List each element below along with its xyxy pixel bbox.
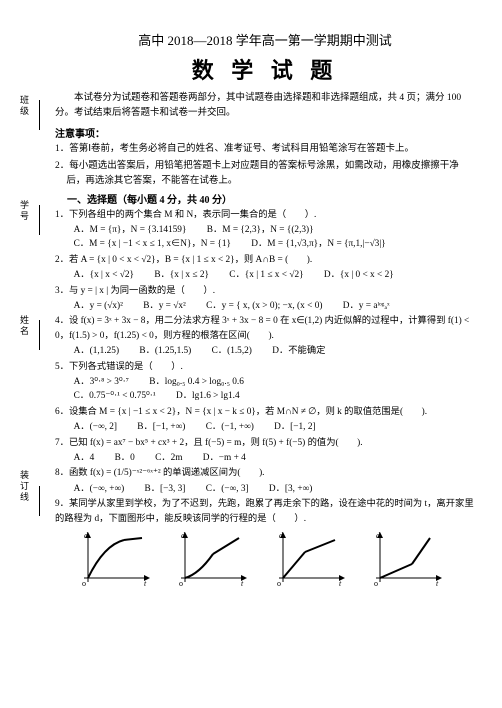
- side-class-label: 班级: [18, 95, 31, 117]
- svg-text:o: o: [374, 579, 378, 588]
- q7a: A．4: [74, 451, 95, 465]
- q8d: D．[3, +∞): [269, 482, 312, 496]
- notice-2: 2．每小题选出答案后，用铅笔把答题卡上对应题目的答案标号涂黑，如需改动，用橡皮擦…: [55, 159, 475, 188]
- q1d: D．M = {1,√3,π}，N = {π,1,|−√3|}: [251, 237, 385, 251]
- q1: 1．下列各组中的两个集合 M 和 N，表示同一集合的是（ ）.: [55, 208, 475, 222]
- side-class-line: [39, 100, 41, 130]
- q4: 4．设 f(x) = 3ˣ + 3x − 8，用二分法求方程 3ˣ + 3x −…: [55, 314, 475, 343]
- q2c: C．{x | 1 ≤ x < √2}: [229, 268, 303, 282]
- notice-heading: 注意事项：: [55, 125, 475, 140]
- q5c: C．0.75⁻⁰·¹ < 0.75⁰·¹: [74, 389, 156, 403]
- q7c: C．2m: [155, 451, 182, 465]
- graph-a: d t o: [74, 530, 154, 590]
- side-class: 班级: [18, 95, 48, 132]
- svg-text:o: o: [179, 579, 183, 588]
- svg-text:o: o: [82, 579, 86, 588]
- graph-c: d t o: [269, 530, 349, 590]
- q5a: A．3⁰·⁸ > 3⁰·⁷: [74, 375, 129, 389]
- q4b: B．(1.25,1.5): [139, 344, 191, 358]
- q8b: B．[−3, 3]: [145, 482, 186, 496]
- side-id-line: [39, 205, 41, 235]
- q8-opts: A．(−∞, +∞) B．[−3, 3] C．(−∞, 3] D．[3, +∞): [55, 482, 475, 496]
- graph-d: d t o: [366, 530, 446, 590]
- q6a: A．(−∞, 2]: [74, 420, 117, 434]
- q1a: A．M = {π}，N = {3.14159}: [74, 223, 187, 237]
- q7: 7．已知 f(x) = ax⁷ − bx⁵ + cx³ + 2，且 f(−5) …: [55, 436, 475, 450]
- section-a-title: 一、选择题（每小题 4 分，共 40 分）: [55, 191, 475, 206]
- q3c: C．y = { x, (x > 0); −x, (x < 0): [206, 299, 322, 313]
- svg-text:t: t: [144, 579, 147, 588]
- q6-opts: A．(−∞, 2] B．[−1, +∞) C．(−1, +∞) D．[−1, 2…: [55, 420, 475, 434]
- side-binding-label: 装订线: [18, 470, 31, 503]
- q3: 3．与 y = | x | 为同一函数的是（ ）.: [55, 284, 475, 298]
- q2-opts: A．{x | x < √2} B．{x | x ≤ 2} C．{x | 1 ≤ …: [55, 268, 475, 282]
- q4d: D．不能确定: [272, 344, 325, 358]
- exam-title: 数 学 试 题: [55, 53, 475, 85]
- q4c: C．(1.5,2): [212, 344, 252, 358]
- side-name-line: [39, 320, 41, 350]
- q1-opts: A．M = {π}，N = {3.14159} B．M = {2,3}，N = …: [55, 223, 475, 252]
- q8a: A．(−∞, +∞): [74, 482, 125, 496]
- side-binding: 装订线: [18, 470, 48, 518]
- side-binding-line: [39, 486, 41, 516]
- side-name: 姓名: [18, 315, 48, 352]
- q2a: A．{x | x < √2}: [74, 268, 134, 282]
- side-name-label: 姓名: [18, 315, 31, 337]
- q6c: C．(−1, +∞): [206, 420, 254, 434]
- q2b: B．{x | x ≤ 2}: [154, 268, 209, 282]
- q9: 9．某同学从家里到学校，为了不迟到，先跑，跑累了再走余下的路，设在途中花的时间为…: [55, 497, 475, 526]
- svg-text:t: t: [339, 579, 342, 588]
- q4a: A．(1,1.25): [74, 344, 119, 358]
- page: 高中 2018—2018 学年高一第一学期期中测试 数 学 试 题 本试卷分为试…: [55, 30, 475, 590]
- q5: 5．下列各式错误的是（ ）.: [55, 360, 475, 374]
- q1c: C．M = {x | −1 < x ≤ 1, x∈N}，N = {1}: [74, 237, 231, 251]
- q3b: B．y = √x²: [143, 299, 186, 313]
- q8: 8．函数 f(x) = (1/5)⁻ˣ²⁻⁶ˣ⁺² 的单调递减区间为( ).: [55, 466, 475, 480]
- q6b: B．[−1, +∞): [137, 420, 185, 434]
- q4-opts: A．(1,1.25) B．(1.25,1.5) C．(1.5,2) D．不能确定: [55, 344, 475, 358]
- exam-intro: 本试卷分为试题卷和答题卷两部分，其中试题卷由选择题和非选择题组成，共 4 页；满…: [55, 91, 475, 121]
- side-id-label: 学号: [18, 200, 31, 222]
- side-id: 学号: [18, 200, 48, 237]
- q3a: A．y = (√x)²: [74, 299, 123, 313]
- exam-header: 高中 2018—2018 学年高一第一学期期中测试: [55, 30, 475, 49]
- q7-opts: A．4 B．0 C．2m D．−m + 4: [55, 451, 475, 465]
- graph-b: d t o: [171, 530, 251, 590]
- q5d: D．lg1.6 > lg1.4: [176, 389, 240, 403]
- q3d: D．y = aˡᵒᵍₐˣ: [343, 299, 390, 313]
- svg-text:t: t: [241, 579, 244, 588]
- q2d: D．{x | 0 < x < 2}: [324, 268, 394, 282]
- notice-1: 1．答第Ⅰ卷前，考生务必将自己的姓名、准考证号、考试科目用铅笔涂写在答题卡上。: [55, 142, 475, 157]
- q2: 2．若 A = {x | 0 < x < √2}，B = {x | 1 ≤ x …: [55, 253, 475, 267]
- q8c: C．(−∞, 3]: [206, 482, 249, 496]
- svg-text:t: t: [436, 579, 439, 588]
- q6d: D．[−1, 2]: [274, 420, 315, 434]
- q7b: B．0: [115, 451, 135, 465]
- q5b: B．log₀.₅ 0.4 > log₀.₅ 0.6: [149, 375, 244, 389]
- q9-graphs: d t o d t o: [55, 530, 475, 590]
- svg-text:o: o: [277, 579, 281, 588]
- q1b: B．M = {2,3}，N = {(2,3)}: [207, 223, 314, 237]
- q3-opts: A．y = (√x)² B．y = √x² C．y = { x, (x > 0)…: [55, 299, 475, 313]
- q7d: D．−m + 4: [203, 451, 246, 465]
- q5-opts: A．3⁰·⁸ > 3⁰·⁷ B．log₀.₅ 0.4 > log₀.₅ 0.6 …: [55, 375, 475, 404]
- q6: 6．设集合 M = {x | −1 ≤ x < 2}，N = {x | x − …: [55, 405, 475, 419]
